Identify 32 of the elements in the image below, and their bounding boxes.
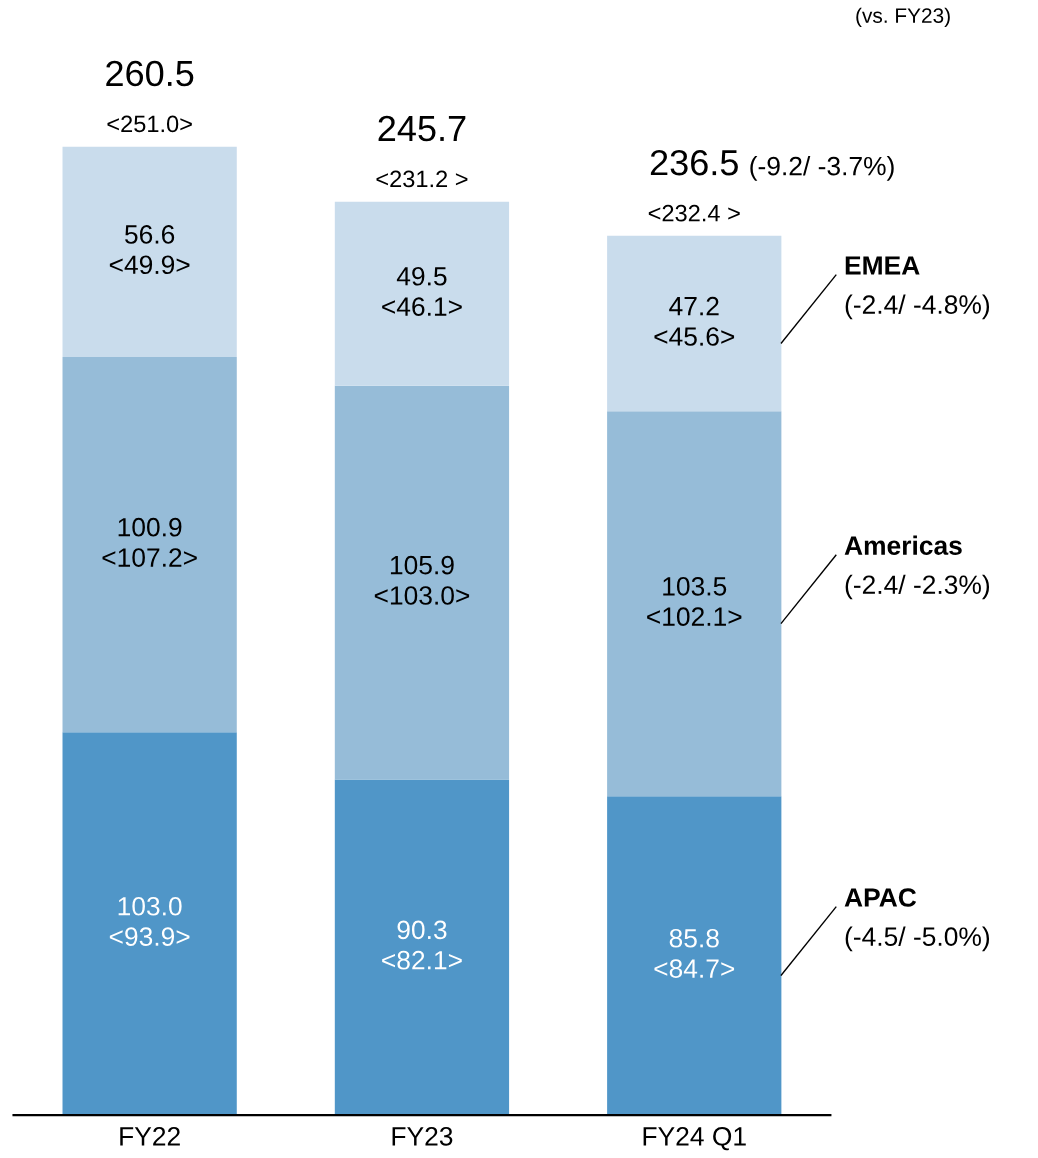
annotation: (-9.2/ -3.7%): [750, 156, 894, 181]
text: (vs. FY23): [856, 7, 950, 28]
text: Americas: [844, 535, 962, 555]
x-tick-label: FY22: [120, 1126, 180, 1146]
bar: [607, 796, 782, 1116]
text: APAC: [844, 888, 917, 907]
total-label: 236.5 <232.4 >: [648, 149, 740, 222]
bar: [607, 235, 782, 412]
bar: [334, 201, 510, 386]
text: (-2.4/ -4.8%): [845, 294, 990, 320]
total-label: 245.7 <231.2 >: [376, 115, 468, 188]
data-label: 56.6 <49.9>: [109, 225, 190, 275]
bar: [62, 357, 237, 733]
data-label: 47.2 <45.6>: [654, 296, 735, 346]
bar: [62, 146, 237, 358]
data-label: 105.9 <103.0>: [374, 555, 470, 605]
data-label: 90.3 <82.1>: [382, 920, 462, 970]
text: EMEA: [845, 256, 920, 275]
data-label: 49.5 <46.1>: [382, 266, 462, 316]
x-tick-label: FY24 Q1: [643, 1126, 746, 1151]
text: (-4.5/ -5.0%): [845, 926, 990, 952]
x-tick-label: FY23: [392, 1126, 453, 1146]
bar: [62, 732, 237, 1116]
text: (-2.4/ -2.3%): [845, 574, 990, 600]
bar: [334, 779, 510, 1116]
bar: [607, 411, 782, 797]
data-label: 103.0 <93.9>: [109, 896, 190, 946]
data-label: 85.8 <84.7>: [654, 928, 735, 978]
bar: [334, 385, 510, 780]
data-label: 100.9 <107.2>: [102, 517, 197, 567]
data-label: 103.5 <102.1>: [647, 576, 742, 627]
total-label: 260.5 <251.0>: [106, 60, 194, 133]
